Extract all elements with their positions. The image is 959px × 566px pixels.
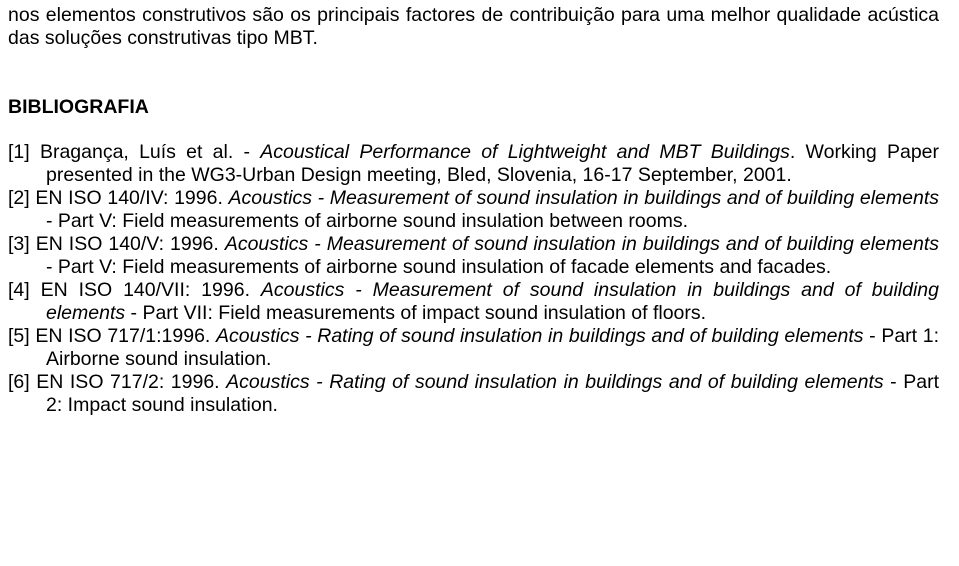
- ref-title: Acoustics - Rating of sound insulation i…: [226, 371, 883, 393]
- reference-list: [1] Bragança, Luís et al. - Acoustical P…: [8, 141, 939, 417]
- ref-post: - Part V: Field measurements of airborne…: [46, 256, 831, 278]
- ref-pre: EN ISO 717/1:1996.: [35, 325, 216, 347]
- ref-title: Acoustics - Rating of sound insulation i…: [216, 325, 864, 347]
- ref-post: - Part V: Field measurements of airborne…: [46, 210, 688, 232]
- ref-pre: Bragança, Luís et al. -: [40, 141, 260, 163]
- ref-number: [3]: [8, 233, 30, 255]
- ref-number: [6]: [8, 371, 30, 393]
- ref-title: Acoustical Performance of Lightweight an…: [260, 141, 790, 163]
- ref-number: [2]: [8, 187, 30, 209]
- ref-pre: EN ISO 140/IV: 1996.: [35, 187, 228, 209]
- ref-pre: EN ISO 140/V: 1996.: [36, 233, 225, 255]
- ref-post: - Part VII: Field measurements of impact…: [125, 302, 706, 324]
- reference-item: [4] EN ISO 140/VII: 1996. Acoustics - Me…: [8, 279, 939, 325]
- ref-number: [1]: [8, 141, 30, 163]
- reference-item: [3] EN ISO 140/V: 1996. Acoustics - Meas…: [8, 233, 939, 279]
- intro-paragraph: nos elementos construtivos são os princi…: [8, 4, 939, 50]
- bibliography-heading: BIBLIOGRAFIA: [8, 96, 939, 119]
- ref-number: [5]: [8, 325, 30, 347]
- ref-pre: EN ISO 140/VII: 1996.: [41, 279, 261, 301]
- ref-number: [4]: [8, 279, 30, 301]
- reference-item: [6] EN ISO 717/2: 1996. Acoustics - Rati…: [8, 371, 939, 417]
- ref-pre: EN ISO 717/2: 1996.: [36, 371, 226, 393]
- ref-title: Acoustics - Measurement of sound insulat…: [229, 187, 939, 209]
- reference-item: [2] EN ISO 140/IV: 1996. Acoustics - Mea…: [8, 187, 939, 233]
- ref-title: Acoustics - Measurement of sound insulat…: [225, 233, 939, 255]
- reference-item: [5] EN ISO 717/1:1996. Acoustics - Ratin…: [8, 325, 939, 371]
- reference-item: [1] Bragança, Luís et al. - Acoustical P…: [8, 141, 939, 187]
